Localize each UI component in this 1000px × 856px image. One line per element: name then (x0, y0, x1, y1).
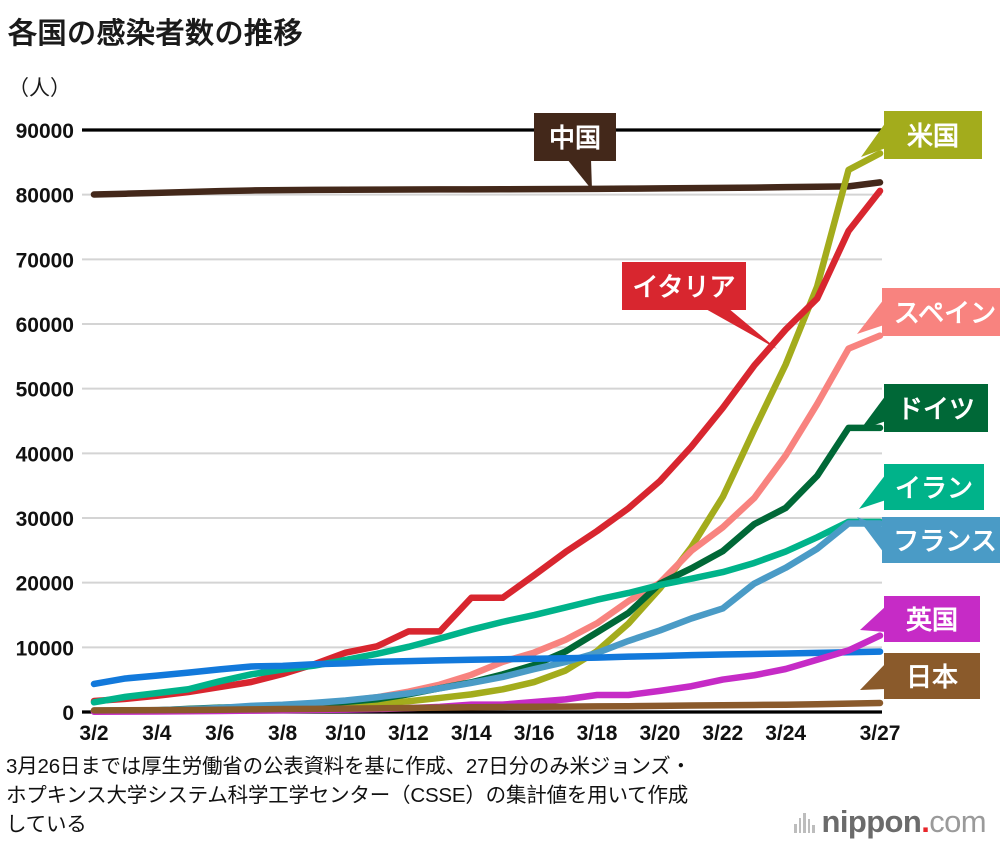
x-axis-tick-labels: 3/2 3/4 3/6 3/8 3/10 3/12 3/14 3/16 3/18 3/20 3/22… (79, 722, 900, 740)
y-axis-tick-label: 70000 (16, 249, 74, 272)
x-axis-tick-label: 3/14 (451, 722, 492, 740)
callout-イラン[interactable]: イラン (859, 464, 984, 510)
callout-box (882, 517, 1000, 563)
x-axis-tick-label: 3/12 (388, 722, 429, 740)
logo-brand: nippon (821, 804, 922, 839)
series-line-日本 (90, 699, 884, 714)
y-axis-tick-labels: 0 10000 20000 30000 40000 50000 60000 70000 8000… (16, 120, 74, 725)
x-axis-tick-label: 3/24 (765, 722, 806, 740)
x-axis-tick-label: 3/18 (577, 722, 618, 740)
callout-イタリア[interactable]: イタリア (622, 262, 777, 349)
callout-label: 英国 (906, 605, 958, 635)
callout-box (884, 384, 988, 432)
callout-フランス[interactable]: フランス (857, 517, 1000, 563)
y-axis-tick-label: 30000 (16, 508, 74, 531)
x-axis-tick-label: 3/27 (860, 722, 901, 740)
series-line-中国 (90, 179, 884, 198)
callout-tail (860, 395, 886, 430)
callout-label: イタリア (633, 272, 736, 302)
callout-box (884, 111, 982, 159)
chart-plot-area: 0 10000 20000 30000 40000 50000 60000 70000 8000… (16, 111, 1000, 740)
nippon-com-logo: nippon.com (794, 804, 987, 839)
callout-tail (860, 663, 886, 690)
y-axis-unit-label: （人） (8, 77, 71, 100)
callout-label: 中国 (549, 123, 601, 153)
callout-英国[interactable]: 英国 (860, 596, 980, 642)
series-line-イラン (90, 518, 884, 706)
gridlines (82, 128, 882, 714)
y-axis-tick-label: 0 (62, 702, 74, 725)
y-axis-tick-label: 90000 (16, 120, 74, 143)
callout-米国[interactable]: 米国 (861, 111, 982, 159)
series-line-イタリア (90, 187, 884, 705)
logo-wordmark: nippon.com (821, 804, 987, 839)
callout-tail (860, 606, 886, 632)
callout-tail (567, 159, 592, 190)
callout-tail (857, 517, 884, 553)
callout-box (884, 596, 980, 642)
x-axis-tick-label: 3/22 (702, 722, 743, 740)
callout-中国[interactable]: 中国 (534, 113, 616, 190)
series-line-韓国 (90, 648, 884, 688)
callout-label: スペイン (894, 298, 996, 328)
callout-label: イラン (895, 473, 973, 503)
x-axis-tick-label: 3/8 (268, 722, 298, 740)
y-axis-tick-label: 60000 (16, 314, 74, 337)
logo-dot: . (921, 804, 930, 839)
callout-tail (859, 474, 886, 509)
callout-box (884, 464, 984, 510)
x-axis-tick-label: 3/10 (325, 722, 366, 740)
y-axis-tick-label: 40000 (16, 443, 74, 466)
callout-日本[interactable]: 日本 (860, 653, 980, 699)
logo-tld: com (929, 804, 986, 839)
callout-box (622, 262, 746, 310)
x-axis-tick-label: 3/20 (639, 722, 680, 740)
callout-スペイン[interactable]: スペイン (857, 288, 1000, 336)
callout-box (882, 288, 1000, 336)
page-title: 各国の感染者数の推移 (8, 18, 304, 50)
y-axis-tick-label: 80000 (16, 185, 74, 208)
callout-tail (704, 308, 777, 349)
y-axis-tick-label: 20000 (16, 573, 74, 596)
callout-label: ドイツ (897, 394, 975, 424)
callout-ドイツ[interactable]: ドイツ (860, 384, 988, 432)
callout-tail (861, 122, 886, 157)
y-axis-tick-label: 50000 (16, 379, 74, 402)
callout-box (884, 653, 980, 699)
logo-bars-icon (794, 811, 815, 833)
callout-label: フランス (893, 526, 996, 556)
x-axis-tick-label: 3/2 (79, 722, 108, 740)
series-lines (90, 150, 884, 715)
x-axis-tick-label: 3/16 (514, 722, 555, 740)
callout-box (534, 113, 616, 161)
line-chart-svg: 0 10000 20000 30000 40000 50000 60000 70000 8000… (16, 111, 1000, 740)
callout-tail (857, 299, 884, 334)
x-axis-tick-label: 3/4 (142, 722, 172, 740)
footnote-text: 3月26日までは厚生労働省の公表資料を基に作成、27日分のみ米ジョンズ・ホプキン… (6, 755, 691, 837)
x-axis-tick-label: 3/6 (205, 722, 234, 740)
callout-label: 米国 (907, 121, 959, 151)
y-axis-tick-label: 10000 (16, 637, 74, 660)
callout-label: 日本 (906, 662, 958, 692)
